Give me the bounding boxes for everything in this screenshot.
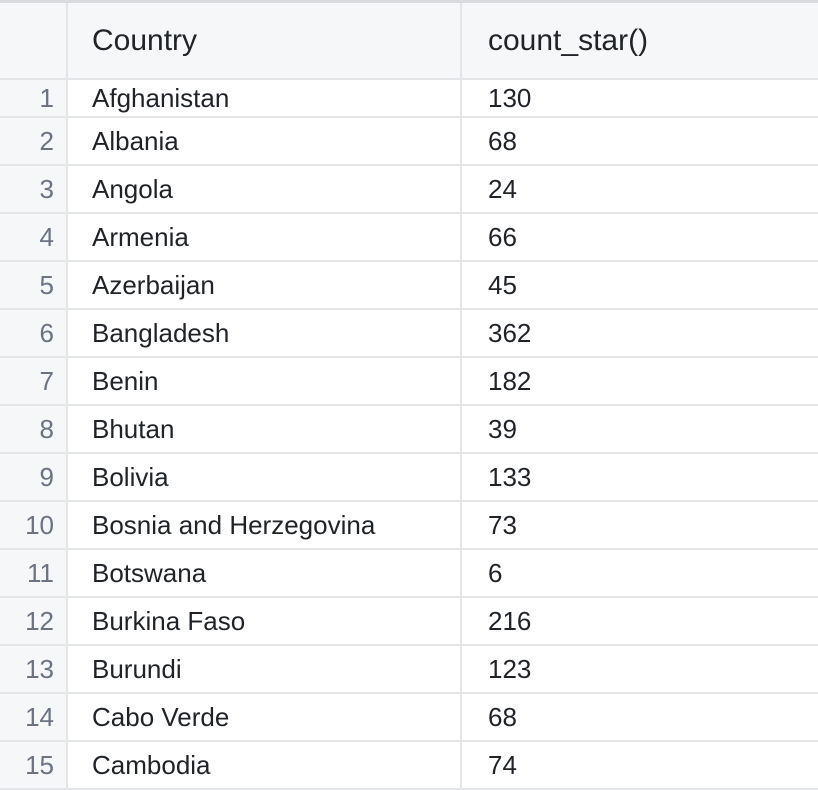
row-number: 3 [0, 166, 68, 212]
table-row[interactable]: 14 Cabo Verde 68 [0, 694, 818, 742]
cell-count-star[interactable]: 45 [488, 269, 517, 300]
table-row[interactable]: 7 Benin 182 [0, 358, 818, 406]
cell-count-star[interactable]: 73 [488, 509, 517, 540]
cell-count-star[interactable]: 123 [488, 653, 532, 684]
cell-country[interactable]: Botswana [68, 550, 462, 596]
cell-count-star[interactable]: 216 [488, 605, 532, 636]
row-number: 11 [0, 550, 68, 596]
table-row[interactable]: 9 Bolivia 133 [0, 454, 818, 502]
row-number: 10 [0, 502, 68, 548]
cell-country[interactable]: Albania [68, 118, 462, 164]
cell-country[interactable]: Burundi [68, 646, 462, 692]
table-row[interactable]: 6 Bangladesh 362 [0, 310, 818, 358]
cell-country[interactable]: Armenia [68, 214, 462, 260]
row-number: 8 [0, 406, 68, 452]
table-row[interactable]: 3 Angola 24 [0, 166, 818, 214]
cell-country[interactable]: Bosnia and Herzegovina [68, 502, 462, 548]
row-number: 9 [0, 454, 68, 500]
row-number: 14 [0, 694, 68, 740]
table-row[interactable]: 11 Botswana 6 [0, 550, 818, 598]
column-header-count-star[interactable]: count_star() [488, 23, 649, 57]
cell-count-star[interactable]: 68 [488, 125, 517, 156]
cell-count-star[interactable]: 133 [488, 461, 532, 492]
cell-count-star[interactable]: 362 [488, 317, 532, 348]
row-number: 15 [0, 742, 68, 788]
cell-count-star[interactable]: 24 [488, 173, 517, 204]
table-row[interactable]: 15 Cambodia 74 [0, 742, 818, 790]
cell-country[interactable]: Angola [68, 166, 462, 212]
cell-count-star[interactable]: 182 [488, 365, 532, 396]
cell-country[interactable]: Benin [68, 358, 462, 404]
table-header: Country count_star() [0, 3, 818, 80]
table-row[interactable]: 13 Burundi 123 [0, 646, 818, 694]
table-row[interactable]: 8 Bhutan 39 [0, 406, 818, 454]
table-row[interactable]: 2 Albania 68 [0, 118, 818, 166]
cell-count-star[interactable]: 74 [488, 749, 517, 780]
cell-country[interactable]: Bangladesh [68, 310, 462, 356]
row-number: 1 [0, 80, 68, 116]
cell-country[interactable]: Cabo Verde [68, 694, 462, 740]
row-number: 7 [0, 358, 68, 404]
row-number: 13 [0, 646, 68, 692]
cell-country[interactable]: Cambodia [68, 742, 462, 788]
cell-country[interactable]: Bhutan [68, 406, 462, 452]
table-row[interactable]: 4 Armenia 66 [0, 214, 818, 262]
row-number: 2 [0, 118, 68, 164]
cell-count-star[interactable]: 6 [488, 557, 503, 588]
row-number-header [0, 3, 68, 78]
row-number: 5 [0, 262, 68, 308]
row-number: 4 [0, 214, 68, 260]
cell-count-star[interactable]: 66 [488, 221, 517, 252]
table-row[interactable]: 5 Azerbaijan 45 [0, 262, 818, 310]
table-row[interactable]: 12 Burkina Faso 216 [0, 598, 818, 646]
cell-country[interactable]: Burkina Faso [68, 598, 462, 644]
cell-count-star[interactable]: 39 [488, 413, 517, 444]
table-row[interactable]: 1 Afghanistan 130 [0, 80, 818, 118]
column-header-country[interactable]: Country [68, 3, 462, 78]
row-number: 12 [0, 598, 68, 644]
cell-country[interactable]: Afghanistan [68, 80, 462, 116]
cell-count-star[interactable]: 68 [488, 701, 517, 732]
cell-count-star[interactable]: 130 [488, 82, 532, 113]
cell-country[interactable]: Bolivia [68, 454, 462, 500]
cell-country[interactable]: Azerbaijan [68, 262, 462, 308]
table-row[interactable]: 10 Bosnia and Herzegovina 73 [0, 502, 818, 550]
row-number: 6 [0, 310, 68, 356]
